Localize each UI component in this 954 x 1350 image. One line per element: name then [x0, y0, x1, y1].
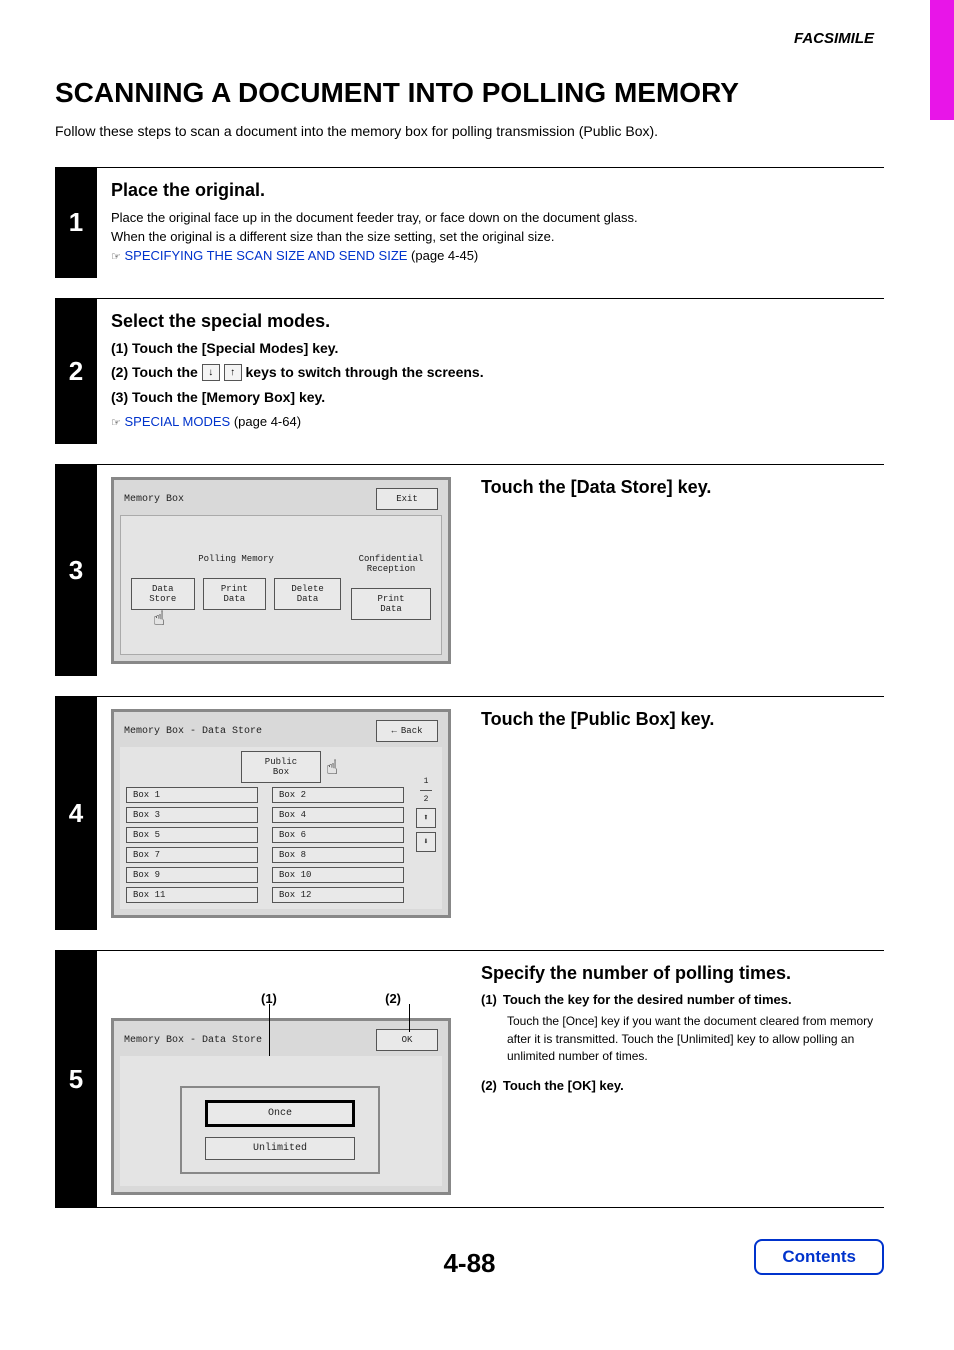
step-number: 1: [55, 168, 97, 278]
reference-icon: ☞: [111, 251, 121, 263]
contents-button[interactable]: Contents: [754, 1239, 884, 1275]
substep-text: keys to switch through the screens.: [246, 364, 484, 380]
substep: (1) Touch the key for the desired number…: [481, 992, 884, 1007]
print-data-button[interactable]: Print Data: [351, 588, 431, 620]
step-number: 2: [55, 299, 97, 445]
box-button[interactable]: Box 4: [272, 807, 404, 823]
box-button[interactable]: Box 8: [272, 847, 404, 863]
box-button[interactable]: Box 12: [272, 887, 404, 903]
back-arrow-icon: ←: [391, 726, 396, 736]
back-label: Back: [401, 726, 423, 736]
cross-ref-page: (page 4-64): [230, 414, 301, 429]
substep: (3) Touch the [Memory Box] key.: [111, 389, 884, 405]
lcd-title: Memory Box - Data Store: [124, 1035, 262, 1046]
step-3: 3 Memory Box Exit Polling Memory Da: [55, 464, 884, 676]
lcd-title: Memory Box - Data Store: [124, 726, 262, 737]
step-body-line: When the original is a different size th…: [111, 229, 554, 244]
step-heading: Touch the [Public Box] key.: [481, 709, 884, 730]
box-button[interactable]: Box 9: [126, 867, 258, 883]
reference-icon: ☞: [111, 417, 121, 429]
section-tab: [930, 0, 954, 120]
cross-ref-link[interactable]: SPECIAL MODES: [125, 414, 231, 429]
up-arrow-key-icon: ↑: [224, 364, 242, 381]
pointer-hand-icon: ☝: [153, 606, 165, 632]
delete-data-button[interactable]: Delete Data: [274, 578, 341, 610]
page-up-button[interactable]: ⬆: [416, 808, 436, 828]
header-label: FACSIMILE: [55, 30, 884, 47]
intro-text: Follow these steps to scan a document in…: [55, 123, 884, 139]
substep-text: Touch the [OK] key.: [503, 1078, 624, 1093]
page-down-button[interactable]: ⬇: [416, 832, 436, 852]
substep: (2) Touch the [OK] key.: [481, 1078, 884, 1093]
down-arrow-key-icon: ↓: [202, 364, 220, 381]
box-button[interactable]: Box 3: [126, 807, 258, 823]
public-box-button[interactable]: Public Box: [241, 751, 321, 783]
back-button[interactable]: ← Back: [376, 720, 438, 742]
substep-num: (1): [481, 992, 497, 1007]
pointer-hand-icon: ☝: [326, 755, 338, 781]
pager: 1 2 ⬆ ⬇: [416, 777, 436, 852]
substep-description: Touch the [Once] key if you want the doc…: [507, 1013, 884, 1065]
substep: (2) Touch the ↓ ↑ keys to switch through…: [111, 364, 884, 382]
cross-ref-link[interactable]: SPECIFYING THE SCAN SIZE AND SEND SIZE: [125, 248, 408, 263]
box-button[interactable]: Box 1: [126, 787, 258, 803]
step-4: 4 Memory Box - Data Store ← Back: [55, 696, 884, 930]
step-2: 2 Select the special modes. (1) Touch th…: [55, 298, 884, 445]
step-heading: Select the special modes.: [111, 311, 884, 332]
once-button[interactable]: Once: [205, 1100, 355, 1127]
substep-text: Touch the key for the desired number of …: [503, 992, 792, 1007]
lcd-panel-data-store: Memory Box - Data Store ← Back Public Bo…: [111, 709, 451, 918]
unlimited-button[interactable]: Unlimited: [205, 1137, 355, 1160]
ref-line: ☞ SPECIAL MODES (page 4-64): [111, 413, 884, 432]
box-button[interactable]: Box 11: [126, 887, 258, 903]
group-label-polling: Polling Memory: [131, 554, 341, 564]
substep-num: (2): [481, 1078, 497, 1093]
page-title: SCANNING A DOCUMENT INTO POLLING MEMORY: [55, 77, 884, 109]
step-text: Place the original face up in the docume…: [111, 209, 884, 266]
lcd-panel-polling-times: Memory Box - Data Store OK Once Unlimite…: [111, 1018, 451, 1195]
step-heading: Specify the number of polling times.: [481, 963, 884, 984]
step-body-line: Place the original face up in the docume…: [111, 210, 638, 225]
step-heading: Touch the [Data Store] key.: [481, 477, 884, 498]
print-data-button[interactable]: Print Data: [203, 578, 267, 610]
callout-label: (2): [385, 991, 401, 1006]
cross-ref-page: (page 4-45): [407, 248, 478, 263]
box-list: Box 1 Box 2 Box 3 Box 4 Box 5 Box 6 Box 7 Box 8…: [126, 787, 404, 903]
box-button[interactable]: Box 2: [272, 787, 404, 803]
step-heading: Place the original.: [111, 180, 884, 201]
box-button[interactable]: Box 10: [272, 867, 404, 883]
pager-current: 1: [424, 777, 429, 786]
step-number: 4: [55, 697, 97, 930]
lcd-panel-memory-box: Memory Box Exit Polling Memory Data Stor…: [111, 477, 451, 664]
pager-total: 2: [424, 795, 429, 804]
substep-text: (2) Touch the: [111, 364, 202, 380]
box-button[interactable]: Box 5: [126, 827, 258, 843]
step-number: 3: [55, 465, 97, 676]
step-5: 5 (1) (2) Memo: [55, 950, 884, 1208]
group-label-confidential: Confidential Reception: [351, 554, 431, 574]
lcd-title: Memory Box: [124, 494, 184, 505]
ok-button[interactable]: OK: [376, 1029, 438, 1051]
exit-button[interactable]: Exit: [376, 488, 438, 510]
step-1: 1 Place the original. Place the original…: [55, 167, 884, 278]
substep: (1) Touch the [Special Modes] key.: [111, 340, 884, 356]
step-number: 5: [55, 951, 97, 1207]
box-button[interactable]: Box 7: [126, 847, 258, 863]
box-button[interactable]: Box 6: [272, 827, 404, 843]
page-content: FACSIMILE SCANNING A DOCUMENT INTO POLLI…: [0, 0, 954, 1309]
